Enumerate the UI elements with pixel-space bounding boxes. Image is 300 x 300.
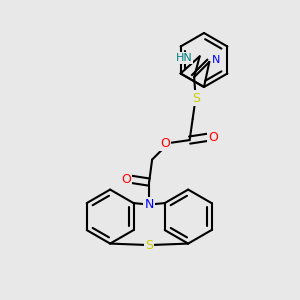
Text: O: O [208, 130, 218, 144]
Text: S: S [145, 238, 153, 252]
Text: N: N [212, 56, 221, 65]
Text: O: O [160, 136, 170, 150]
Text: S: S [192, 92, 200, 105]
Text: HN: HN [176, 53, 192, 63]
Text: N: N [145, 198, 154, 211]
Text: O: O [121, 172, 131, 186]
